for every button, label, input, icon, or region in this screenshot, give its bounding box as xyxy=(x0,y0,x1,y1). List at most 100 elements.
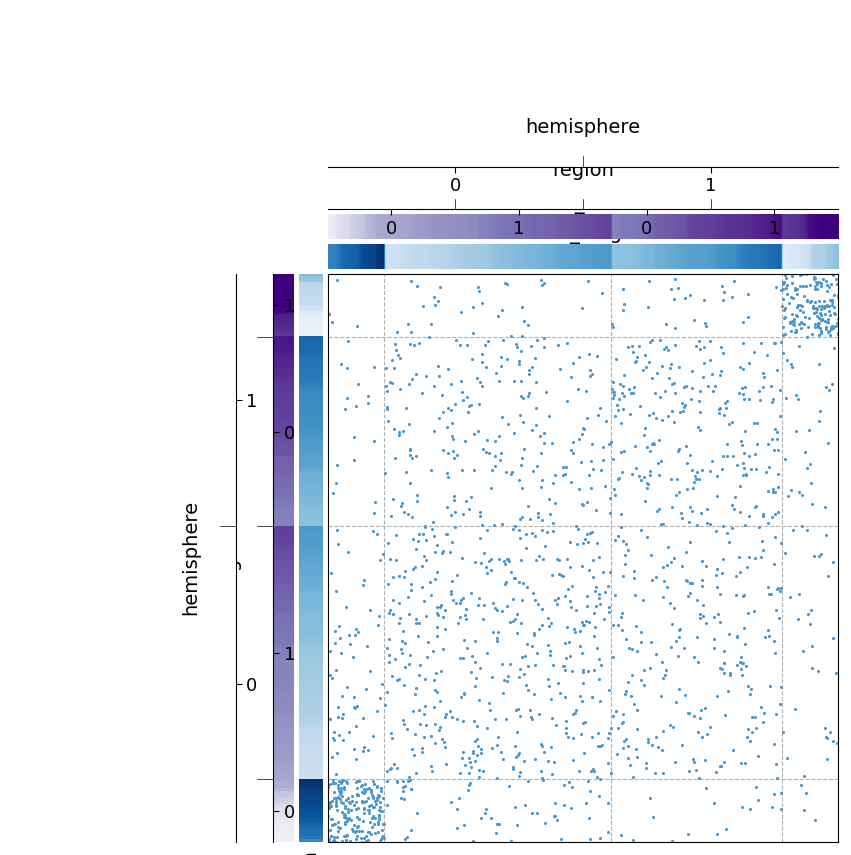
Point xyxy=(589,580,603,593)
Point xyxy=(776,292,790,306)
Point xyxy=(456,393,470,407)
Point xyxy=(497,752,511,765)
Point xyxy=(487,518,500,532)
Point xyxy=(323,795,337,809)
Point xyxy=(601,756,614,770)
Point xyxy=(550,718,563,732)
Point xyxy=(328,817,342,831)
Point xyxy=(342,811,356,824)
Point xyxy=(804,476,818,490)
Point xyxy=(585,525,599,539)
Point xyxy=(488,712,502,726)
Point xyxy=(768,530,781,544)
Point xyxy=(803,616,817,630)
Point xyxy=(768,646,782,660)
Point xyxy=(475,519,488,533)
Point xyxy=(589,503,603,516)
Point xyxy=(500,669,514,682)
Point xyxy=(765,510,779,523)
Point xyxy=(393,611,407,625)
Point xyxy=(703,517,717,531)
Point xyxy=(597,612,611,626)
Point xyxy=(468,555,482,569)
Point xyxy=(391,326,404,339)
Point xyxy=(325,750,339,764)
Point xyxy=(598,480,612,493)
Point xyxy=(802,311,816,325)
Point xyxy=(779,271,792,285)
Point xyxy=(820,299,834,313)
Point xyxy=(381,536,395,550)
Point xyxy=(525,712,539,726)
Point xyxy=(418,707,431,721)
Point xyxy=(332,774,346,787)
Point xyxy=(323,777,336,791)
Point xyxy=(435,546,448,560)
Point xyxy=(354,831,368,845)
Point xyxy=(744,734,757,748)
Point xyxy=(530,459,544,473)
Point xyxy=(582,347,596,361)
Point xyxy=(742,357,756,370)
Point xyxy=(479,360,493,374)
Point xyxy=(513,710,527,723)
Point xyxy=(562,729,575,743)
Point xyxy=(762,679,776,693)
Point xyxy=(625,643,639,657)
Point xyxy=(580,775,594,788)
Point xyxy=(444,509,458,522)
Point xyxy=(819,321,832,335)
Point xyxy=(687,481,700,495)
Point xyxy=(372,790,386,804)
Text: cell_size: cell_size xyxy=(271,853,292,855)
Point xyxy=(561,552,574,566)
Point xyxy=(427,290,441,304)
Point xyxy=(580,589,594,603)
Point xyxy=(694,611,707,625)
Point xyxy=(804,604,818,617)
Point xyxy=(673,405,687,419)
Point xyxy=(584,363,597,376)
Point xyxy=(328,663,342,677)
Point xyxy=(559,727,573,740)
Point xyxy=(614,416,628,429)
Point xyxy=(814,313,827,327)
Point xyxy=(402,657,415,671)
Point xyxy=(366,524,380,538)
Point xyxy=(597,440,610,454)
Point xyxy=(405,451,419,465)
Point xyxy=(514,374,528,388)
Point xyxy=(603,722,617,735)
Point xyxy=(415,741,429,755)
Point xyxy=(530,333,544,346)
Point xyxy=(535,602,549,616)
Point xyxy=(631,644,644,657)
Point xyxy=(585,455,598,469)
Point xyxy=(368,496,381,510)
Point xyxy=(728,274,741,287)
Point xyxy=(345,813,358,827)
Point xyxy=(546,516,560,529)
Point xyxy=(791,300,804,314)
Point xyxy=(334,775,347,788)
Point xyxy=(456,746,470,759)
Point xyxy=(472,693,486,707)
Point xyxy=(756,534,769,548)
Point xyxy=(397,678,410,692)
Point xyxy=(585,690,599,704)
Point xyxy=(457,818,471,832)
Point xyxy=(602,605,615,619)
Point xyxy=(575,498,589,511)
Point xyxy=(473,375,487,389)
Point xyxy=(790,310,803,323)
Point xyxy=(695,730,709,744)
Point xyxy=(471,280,485,293)
Point xyxy=(638,422,652,435)
Point xyxy=(778,268,791,282)
Point xyxy=(717,657,730,670)
Title: region: region xyxy=(552,161,614,180)
Point xyxy=(515,651,528,664)
Point xyxy=(327,830,340,844)
Point xyxy=(654,517,667,531)
Point xyxy=(339,402,352,416)
